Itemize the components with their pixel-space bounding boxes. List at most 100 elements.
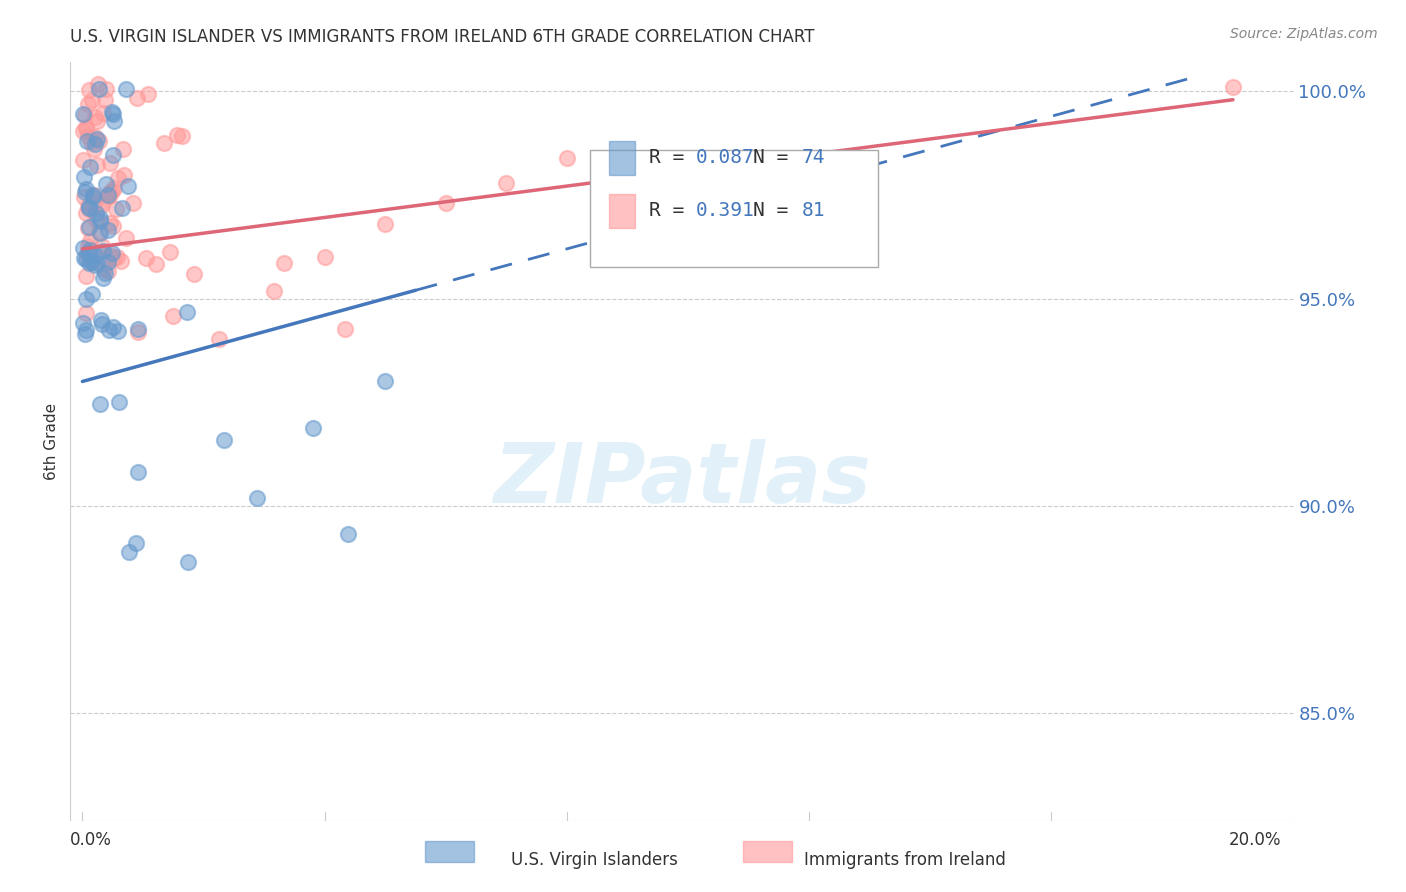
Point [166,128,188,142]
Point [75,268,97,283]
Point [91,106,114,120]
Point [98,323,121,337]
Point [73,169,96,184]
Point [72,241,94,255]
Point [94,266,117,280]
FancyBboxPatch shape [744,841,792,863]
Point [79,202,101,216]
Point [89,396,111,410]
Point [98,248,121,262]
Point [80,255,103,269]
Point [87,134,110,148]
Point [75,292,97,306]
Point [98,216,121,230]
Point [273,256,295,270]
Point [87,81,110,95]
Point [374,375,396,389]
Point [107,324,129,338]
Point [77,200,100,214]
Point [73,252,96,266]
Point [94,93,117,107]
Point [90,198,112,212]
Point [86,113,108,128]
Point [84,258,107,272]
Point [118,545,141,559]
Text: U.S. VIRGIN ISLANDER VS IMMIGRANTS FROM IRELAND 6TH GRADE CORRELATION CHART: U.S. VIRGIN ISLANDER VS IMMIGRANTS FROM … [70,28,815,45]
Point [301,421,323,435]
Point [98,188,121,202]
Point [75,252,97,267]
Point [117,179,139,194]
Point [212,433,235,447]
Point [90,317,112,331]
Point [76,247,98,261]
Point [77,246,100,260]
Point [90,238,112,252]
Point [263,284,285,298]
Point [77,201,100,215]
Point [96,81,118,95]
Point [72,316,94,330]
Point [176,305,198,319]
Point [75,323,97,337]
Text: 74: 74 [801,148,825,167]
Point [107,170,129,185]
FancyBboxPatch shape [591,150,877,268]
Point [104,202,127,216]
Text: N =: N = [752,201,800,219]
Point [127,465,149,479]
Point [555,151,578,165]
Point [183,267,205,281]
Point [177,555,200,569]
Point [87,225,110,239]
Text: 0.087: 0.087 [696,148,754,167]
Point [94,178,117,192]
Point [72,153,94,167]
Point [127,322,149,336]
Point [208,332,231,346]
Point [79,234,101,248]
Point [145,257,167,271]
Point [84,194,107,208]
Point [91,270,114,285]
Point [89,213,111,227]
Point [84,136,107,151]
Point [75,326,97,341]
Point [159,245,181,260]
Point [115,82,138,96]
Point [75,306,97,320]
Point [90,195,112,210]
Point [96,254,118,268]
Point [75,120,97,135]
Point [101,185,124,199]
Point [121,196,143,211]
Point [86,256,108,270]
Point [77,221,100,235]
Point [77,83,100,97]
Point [76,134,98,148]
Text: R =: R = [650,148,696,167]
Point [125,536,148,550]
Point [97,188,120,202]
Point [112,168,135,182]
Point [83,187,105,202]
Point [77,198,100,212]
Point [162,309,184,323]
Point [82,187,104,202]
Point [103,251,125,265]
Point [127,325,149,339]
Point [73,107,96,121]
Point [79,244,101,258]
Point [135,251,157,265]
Text: Source: ZipAtlas.com: Source: ZipAtlas.com [1230,27,1378,41]
FancyBboxPatch shape [609,141,636,175]
Point [98,188,121,202]
Point [79,160,101,174]
Point [136,87,159,101]
Point [84,206,107,220]
Point [73,185,96,199]
Point [84,248,107,262]
Point [79,219,101,234]
Point [79,243,101,257]
Point [89,211,111,225]
